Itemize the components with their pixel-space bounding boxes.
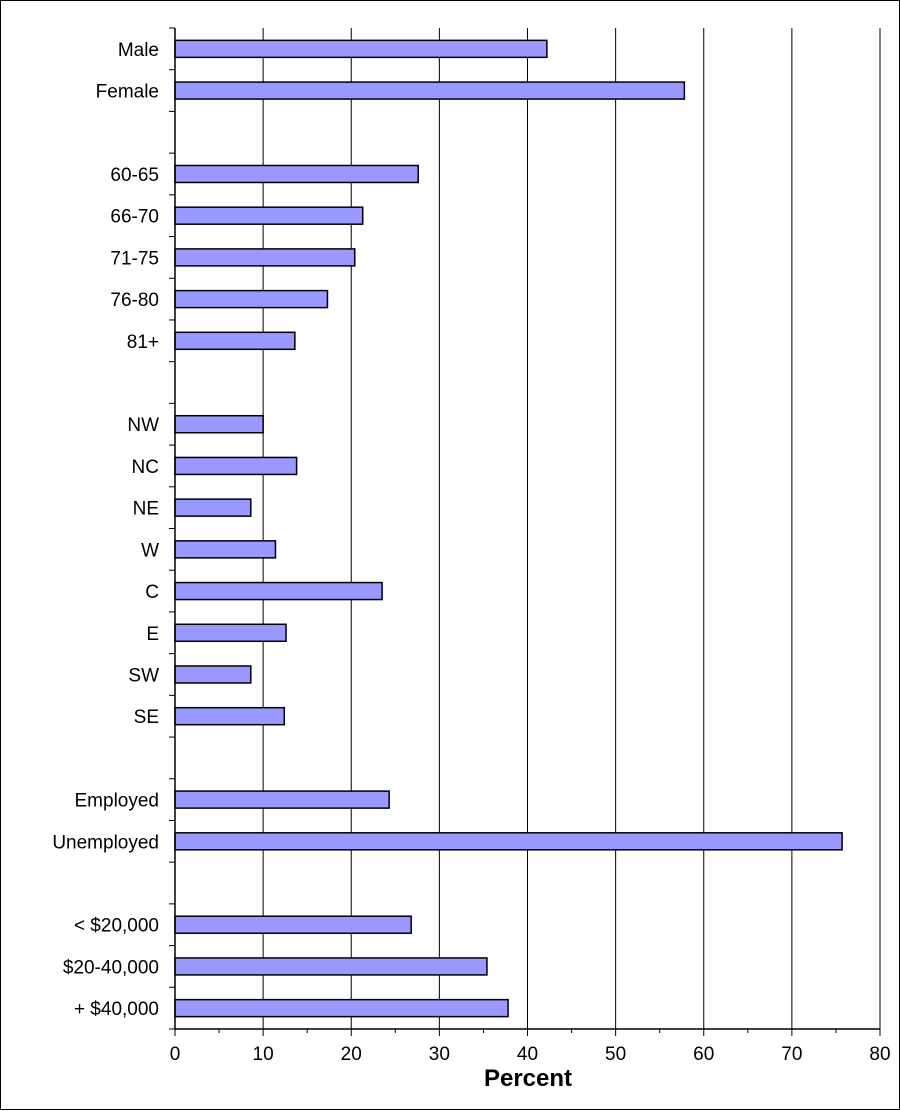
x-tick-label: 70: [781, 1044, 802, 1065]
bar: [174, 164, 419, 184]
category-label: NC: [132, 457, 159, 478]
category-label: Female: [96, 82, 159, 103]
category-label: SE: [134, 707, 159, 728]
bar: [174, 331, 296, 351]
category-label: 66-70: [110, 207, 159, 228]
category-label: 60-65: [110, 165, 159, 186]
bar: [174, 998, 509, 1018]
bars: [174, 39, 843, 1018]
axes: [169, 27, 881, 1036]
x-tick-labels: 0 10 20 30 40 50 60 70 80: [170, 1044, 891, 1065]
category-label: NW: [127, 415, 159, 436]
x-tick-label: 0: [170, 1044, 181, 1065]
category-label: Employed: [75, 791, 160, 812]
bar: [174, 206, 364, 225]
bar: [174, 248, 356, 267]
category-label: SW: [128, 665, 159, 686]
x-tick-label: 40: [517, 1044, 538, 1065]
x-tick-label: 50: [605, 1044, 626, 1065]
x-tick-label: 20: [341, 1044, 362, 1065]
category-labels: Male Female 60-65 66-70 71-75 76-80 81+ NW NC NE W…: [52, 40, 159, 1020]
bar: [174, 81, 686, 100]
category-label: < $20,000: [74, 916, 159, 937]
x-tick-label: 60: [693, 1044, 714, 1065]
bar: [174, 957, 488, 976]
category-label: 76-80: [110, 290, 159, 311]
bar: [174, 39, 548, 59]
bar: [174, 289, 329, 309]
bar: [174, 832, 843, 851]
bar: [174, 414, 264, 434]
category-label: C: [145, 582, 159, 603]
category-label: Male: [118, 40, 159, 61]
category-label: W: [141, 540, 159, 561]
category-label: NE: [133, 499, 159, 520]
category-label: $20-40,000: [63, 957, 159, 978]
x-tick-label: 30: [429, 1044, 450, 1065]
bar: [174, 540, 277, 559]
bar: [174, 665, 252, 684]
category-label: Unemployed: [52, 832, 159, 853]
x-tick-label: 80: [869, 1044, 890, 1065]
category-label: + $40,000: [74, 999, 159, 1020]
gridlines: [262, 28, 881, 1029]
x-axis-label: Percent: [484, 1065, 572, 1092]
category-label: 81+: [127, 332, 159, 353]
bar: [174, 706, 286, 726]
bar: [174, 498, 252, 517]
bar: [174, 456, 298, 476]
bar: [174, 623, 287, 643]
bar: [174, 790, 390, 809]
bar: [174, 581, 383, 601]
x-tick-label: 10: [253, 1044, 274, 1065]
category-label: 71-75: [110, 248, 159, 269]
bar: [174, 915, 412, 934]
category-label: E: [146, 624, 159, 645]
